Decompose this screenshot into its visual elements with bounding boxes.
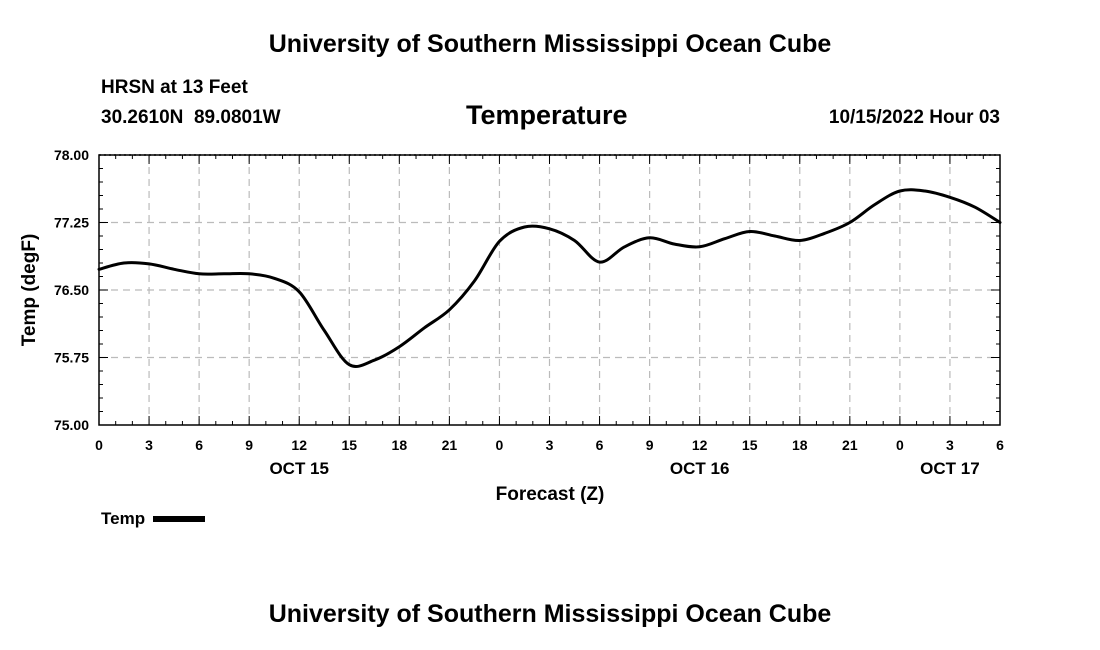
legend: Temp: [101, 509, 206, 529]
x-tick-label: 6: [195, 437, 203, 453]
y-tick-label: 78.00: [54, 147, 89, 163]
x-tick-label: 12: [291, 437, 307, 453]
plot-frame: [98, 154, 1001, 426]
legend-line-swatch: [153, 516, 206, 522]
y-tick-label: 75.00: [54, 417, 89, 433]
x-tick-label: 3: [546, 437, 554, 453]
x-tick-label: 0: [896, 437, 904, 453]
forecast-datetime: 10/15/2022 Hour 03: [828, 107, 1000, 128]
date-label: OCT 17: [920, 459, 980, 478]
variable-title: Temperature: [466, 100, 628, 130]
x-tick-label: 15: [341, 437, 357, 453]
x-tick-label: 21: [842, 437, 858, 453]
x-tick-label: 18: [392, 437, 408, 453]
x-tick-label: 15: [742, 437, 758, 453]
y-axis-label: Temp (degF): [19, 234, 40, 347]
temp-series-line: [97, 188, 1002, 368]
date-labels: OCT 15 OCT 16 OCT 17: [269, 459, 979, 478]
x-tick-labels: 0 3 6 9 12 15 18 21 0 3 6 9 12 15 18 21 0 3 6: [95, 437, 1004, 453]
station-coordinates: 30.2610N 89.0801W: [101, 107, 281, 128]
date-label: OCT 15: [269, 459, 329, 478]
x-tick-label: 6: [996, 437, 1004, 453]
x-tick-label: 9: [245, 437, 253, 453]
date-label: OCT 16: [670, 459, 730, 478]
chart-title-bottom: University of Southern Mississippi Ocean…: [268, 600, 832, 628]
x-tick-label: 12: [692, 437, 708, 453]
y-tick-labels: 75.00 75.75 76.50 77.25 78.00: [54, 147, 89, 433]
y-tick-label: 75.75: [54, 350, 89, 366]
x-tick-label: 6: [596, 437, 604, 453]
x-tick-label: 0: [496, 437, 504, 453]
x-tick-label: 0: [95, 437, 103, 453]
x-tick-label: 9: [646, 437, 654, 453]
station-name: HRSN at 13 Feet: [101, 77, 248, 98]
x-tick-label: 21: [442, 437, 458, 453]
y-tick-label: 76.50: [54, 282, 89, 298]
x-axis-label: Forecast (Z): [496, 484, 605, 505]
x-tick-label: 3: [946, 437, 954, 453]
y-tick-label: 77.25: [54, 215, 89, 231]
x-tick-label: 3: [145, 437, 153, 453]
legend-label: Temp: [101, 509, 146, 528]
grid-lines: [99, 154, 1000, 425]
chart-title-top: University of Southern Mississippi Ocean…: [268, 30, 832, 58]
x-tick-label: 18: [792, 437, 808, 453]
